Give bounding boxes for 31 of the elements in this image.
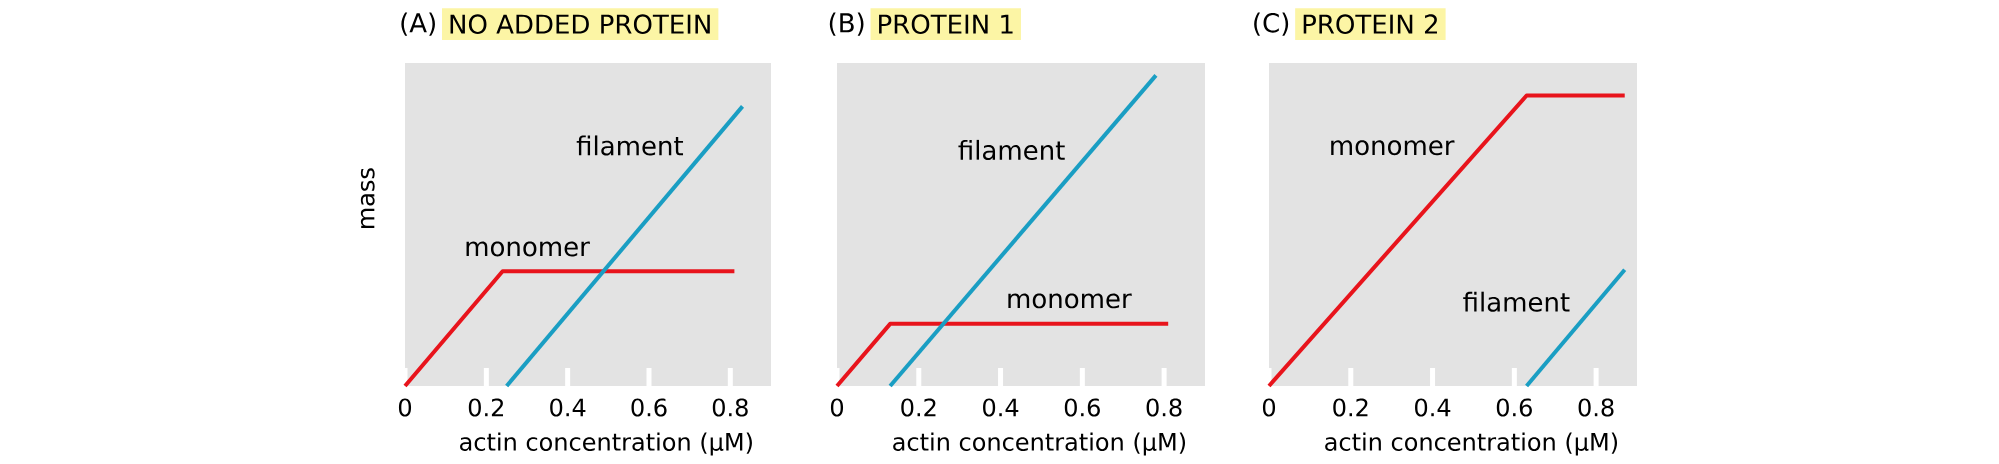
x-tick-label: 0.8 xyxy=(1146,398,1182,417)
x-tick-label: 0.2 xyxy=(901,398,936,417)
text: (C) xyxy=(1254,12,1289,36)
x-tick-label: 0.2 xyxy=(468,398,504,417)
text: (A) xyxy=(401,12,435,36)
x-tick-label: 0.6 xyxy=(631,398,667,417)
series-label: filament xyxy=(1463,291,1570,312)
x-tick-label: 0.8 xyxy=(712,398,748,417)
x-axis-title: actin concentration (μM) xyxy=(1325,432,1618,456)
text: (B) xyxy=(829,12,864,36)
x-tick-label: 0.4 xyxy=(1415,398,1451,417)
x-tick-label: 0.6 xyxy=(1496,398,1532,417)
x-tick-label: 0.4 xyxy=(550,398,586,417)
series-label: monomer xyxy=(1008,293,1132,309)
chart-title: NO ADDED PROTEIN xyxy=(450,14,710,34)
x-tick-label: 0.4 xyxy=(983,398,1019,417)
x-axis-title: actin concentration (μM) xyxy=(460,432,752,456)
x-tick-label: 0 xyxy=(1262,398,1276,417)
y-axis-title: mass xyxy=(360,168,375,229)
x-tick-label: 0 xyxy=(398,398,412,417)
x-tick-label: 0.2 xyxy=(1333,398,1368,417)
chart-title: PROTEIN 1 xyxy=(879,14,1013,34)
x-tick-label: 0 xyxy=(830,398,844,417)
series-label: filament xyxy=(576,135,684,156)
x-tick-label: 0.6 xyxy=(1064,398,1100,417)
series-label: filament xyxy=(958,139,1065,161)
x-tick-label: 0.8 xyxy=(1578,398,1614,417)
chart-title: PROTEIN 2 xyxy=(1303,14,1437,34)
series-label: monomer xyxy=(466,241,590,257)
x-axis-title: actin concentration (μM) xyxy=(893,432,1186,456)
series-label: monomer xyxy=(1331,140,1455,156)
